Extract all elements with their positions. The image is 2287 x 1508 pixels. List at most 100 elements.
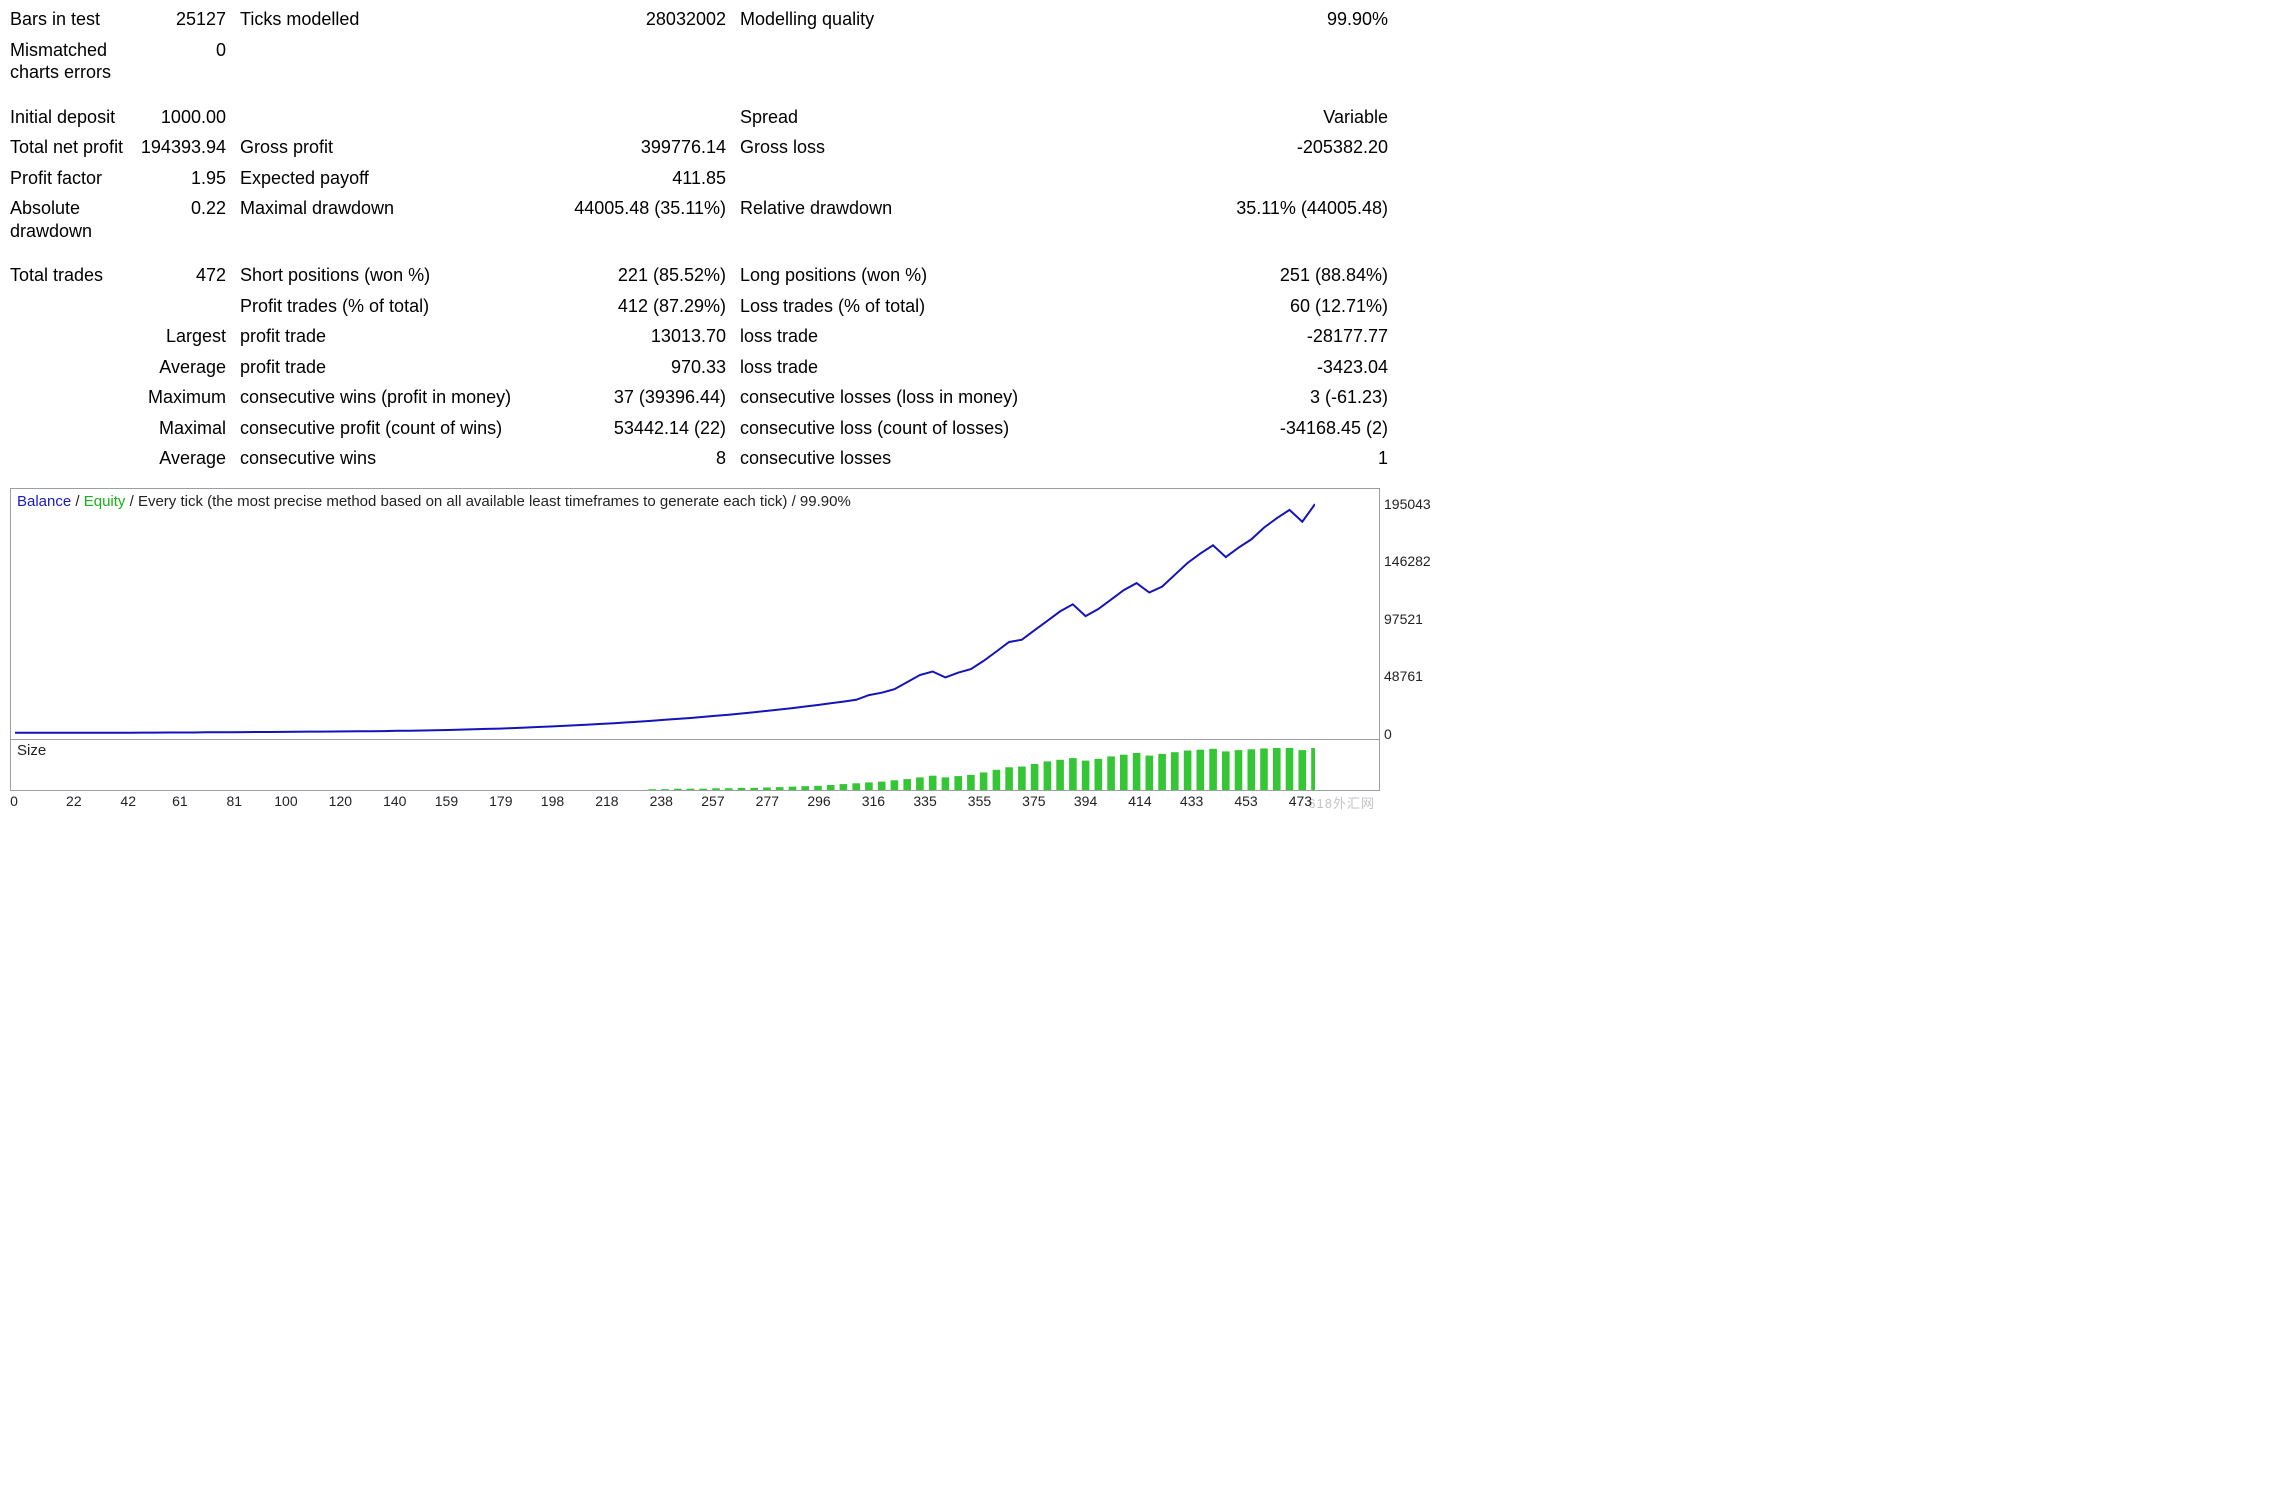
x-tick-label: 218 [595, 793, 618, 809]
x-tick-label: 22 [66, 793, 82, 809]
x-axis: 0 22 42 61 81 100 120 140 159 179 198 218 238 257 277 2… [10, 791, 1380, 813]
value-largest-profit-trade: 13013.70 [546, 321, 740, 352]
label-largest-profit-trade: profit trade [240, 321, 546, 352]
x-tick-label: 335 [913, 793, 936, 809]
x-tick-label: 453 [1234, 793, 1257, 809]
value-gross-loss: -205382.20 [1026, 132, 1394, 163]
value-profit-factor: 1.95 [136, 163, 240, 194]
x-tick-label: 394 [1074, 793, 1097, 809]
value-maximal-cons-loss: -34168.45 (2) [1026, 413, 1394, 444]
label-maximal-cons-loss: consecutive loss (count of losses) [740, 413, 1026, 444]
x-tick-label: 277 [756, 793, 779, 809]
value-initial-deposit: 1000.00 [136, 102, 240, 133]
label-avg-profit-trade: profit trade [240, 352, 546, 383]
x-tick-label: 0 [10, 793, 18, 809]
x-tick-label: 198 [541, 793, 564, 809]
value-gross-profit: 399776.14 [546, 132, 740, 163]
label-short-positions: Short positions (won %) [240, 260, 546, 291]
label-ticks-modelled: Ticks modelled [240, 4, 546, 35]
label-loss-trades: Loss trades (% of total) [740, 291, 1026, 322]
label-avg-loss-trade: loss trade [740, 352, 1026, 383]
label-largest: Largest [136, 321, 240, 352]
value-max-cons-losses: 3 (-61.23) [1026, 382, 1394, 413]
label-max-drawdown: Maximal drawdown [240, 193, 546, 246]
label-spread: Spread [740, 102, 1026, 133]
value-total-net-profit: 194393.94 [136, 132, 240, 163]
y-tick-label: 97521 [1384, 611, 1423, 627]
label-maximal-cons-profit: consecutive profit (count of wins) [240, 413, 546, 444]
size-bars [15, 740, 1315, 790]
label-gross-profit: Gross profit [240, 132, 546, 163]
x-tick-label: 61 [172, 793, 188, 809]
label-modelling-quality: Modelling quality [740, 4, 1026, 35]
x-tick-label: 238 [650, 793, 673, 809]
y-tick-label: 0 [1384, 726, 1392, 742]
label-maximum: Maximum [136, 382, 240, 413]
value-profit-trades: 412 (87.29%) [546, 291, 740, 322]
strategy-chart: Balance / Equity / Every tick (the most … [10, 488, 1380, 791]
x-tick-label: 159 [435, 793, 458, 809]
value-spread: Variable [1026, 102, 1394, 133]
equity-line [15, 489, 1315, 739]
y-tick-label: 195043 [1384, 496, 1431, 512]
value-avg-profit-trade: 970.33 [546, 352, 740, 383]
x-tick-label: 355 [968, 793, 991, 809]
label-expected-payoff: Expected payoff [240, 163, 546, 194]
value-maximal-cons-profit: 53442.14 (22) [546, 413, 740, 444]
y-axis: 195043 146282 97521 48761 0 [1384, 489, 1439, 739]
label-long-positions: Long positions (won %) [740, 260, 1026, 291]
value-avg-cons-wins: 8 [546, 443, 740, 474]
x-tick-label: 433 [1180, 793, 1203, 809]
y-tick-label: 146282 [1384, 553, 1431, 569]
value-mismatched: 0 [136, 35, 240, 88]
label-avg-cons-losses: consecutive losses [740, 443, 1026, 474]
x-tick-label: 316 [862, 793, 885, 809]
label-max-cons-wins: consecutive wins (profit in money) [240, 382, 546, 413]
value-long-positions: 251 (88.84%) [1026, 260, 1394, 291]
value-short-positions: 221 (85.52%) [546, 260, 740, 291]
label-profit-trades: Profit trades (% of total) [240, 291, 546, 322]
y-tick-label: 48761 [1384, 668, 1423, 684]
x-tick-label: 296 [807, 793, 830, 809]
x-tick-label: 42 [120, 793, 136, 809]
value-rel-drawdown: 35.11% (44005.48) [1026, 193, 1394, 246]
label-largest-loss-trade: loss trade [740, 321, 1026, 352]
label-average: Average [136, 352, 240, 383]
label-rel-drawdown: Relative drawdown [740, 193, 1026, 246]
label-mismatched: Mismatched charts errors [10, 35, 136, 88]
label-max-cons-losses: consecutive losses (loss in money) [740, 382, 1026, 413]
value-largest-loss-trade: -28177.77 [1026, 321, 1394, 352]
balance-equity-chart: Balance / Equity / Every tick (the most … [11, 489, 1379, 740]
value-max-cons-wins: 37 (39396.44) [546, 382, 740, 413]
value-avg-loss-trade: -3423.04 [1026, 352, 1394, 383]
x-tick-label: 120 [329, 793, 352, 809]
label-gross-loss: Gross loss [740, 132, 1026, 163]
x-tick-label: 100 [274, 793, 297, 809]
label-maximal: Maximal [136, 413, 240, 444]
x-tick-label: 179 [489, 793, 512, 809]
x-tick-label: 81 [226, 793, 242, 809]
value-loss-trades: 60 (12.71%) [1026, 291, 1394, 322]
label-total-trades: Total trades [10, 260, 136, 291]
label-avg-cons-wins: consecutive wins [240, 443, 546, 474]
label-profit-factor: Profit factor [10, 163, 136, 194]
size-chart: Size [11, 740, 1379, 790]
x-tick-label: 375 [1022, 793, 1045, 809]
label-abs-drawdown: Absolute drawdown [10, 193, 136, 246]
label-initial-deposit: Initial deposit [10, 102, 136, 133]
x-tick-label: 140 [383, 793, 406, 809]
label-total-net-profit: Total net profit [10, 132, 136, 163]
value-ticks-modelled: 28032002 [546, 4, 740, 35]
value-bars-in-test: 25127 [136, 4, 240, 35]
label-average-2: Average [136, 443, 240, 474]
value-expected-payoff: 411.85 [546, 163, 740, 194]
value-modelling-quality: 99.90% [1026, 4, 1394, 35]
x-tick-label: 473 [1289, 793, 1312, 809]
x-tick-label: 257 [701, 793, 724, 809]
x-tick-label: 414 [1128, 793, 1151, 809]
label-bars-in-test: Bars in test [10, 4, 136, 35]
value-max-drawdown: 44005.48 (35.11%) [546, 193, 740, 246]
stats-table: Bars in test 25127 Ticks modelled 280320… [10, 4, 1394, 474]
value-avg-cons-losses: 1 [1026, 443, 1394, 474]
value-abs-drawdown: 0.22 [136, 193, 240, 246]
